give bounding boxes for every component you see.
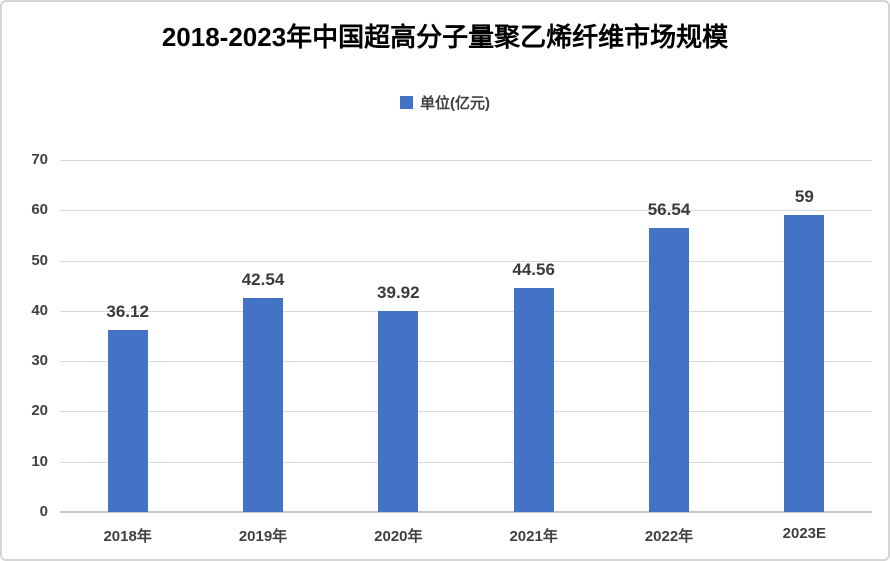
plot-area: 36.12 2018年 42.54 2019年 39.92 2020年 44.56 2021年… [60,160,872,545]
bar-2022年 [649,227,689,512]
chart-title: 2018-2023年中国超高分子量聚乙烯纤维市场规模 [161,22,729,52]
gridline [60,461,872,463]
legend: 单位(亿元) [2,92,888,113]
y-axis-tick-label: 70 [31,151,48,168]
bar-value-label: 42.54 [241,270,285,290]
bar-2021年 [513,287,554,512]
gridline [60,260,872,262]
x-axis-tick-label: 2019年 [238,528,288,545]
gridline [60,310,872,312]
x-axis-tick-label: 2023E [782,525,827,542]
bar-2023E [784,215,825,512]
gridline [60,210,872,212]
x-axis-tick-label: 2020年 [374,528,423,545]
bar-value-label: 44.56 [512,259,555,279]
bar-value-label: 56.54 [647,199,691,219]
bar-value-label: 59 [794,187,814,207]
bar-2019年 [243,298,283,512]
gridline [60,411,872,413]
bar-2020年 [378,311,419,512]
y-axis-tick-label: 20 [31,402,48,420]
bar-value-label: 36.12 [106,302,149,322]
y-axis-tick-label: 40 [31,301,48,319]
y-axis-tick-label: 10 [31,452,48,470]
gridline [60,361,872,363]
bar-2018年 [107,330,148,512]
y-axis-tick-label: 0 [39,503,48,520]
legend-label: 单位(亿元) [420,95,490,112]
x-axis-line [60,511,872,513]
x-axis-tick-label: 2018年 [103,528,152,545]
gridline [60,160,872,161]
x-axis-tick-label: 2021年 [509,528,558,545]
y-axis-tick-label: 30 [31,352,48,370]
bar-value-label: 39.92 [377,283,420,303]
legend-swatch-icon [400,96,413,109]
x-axis-tick-label: 2022年 [644,528,694,545]
y-axis-tick-label: 50 [31,251,48,269]
y-axis-tick-label: 60 [31,201,48,219]
